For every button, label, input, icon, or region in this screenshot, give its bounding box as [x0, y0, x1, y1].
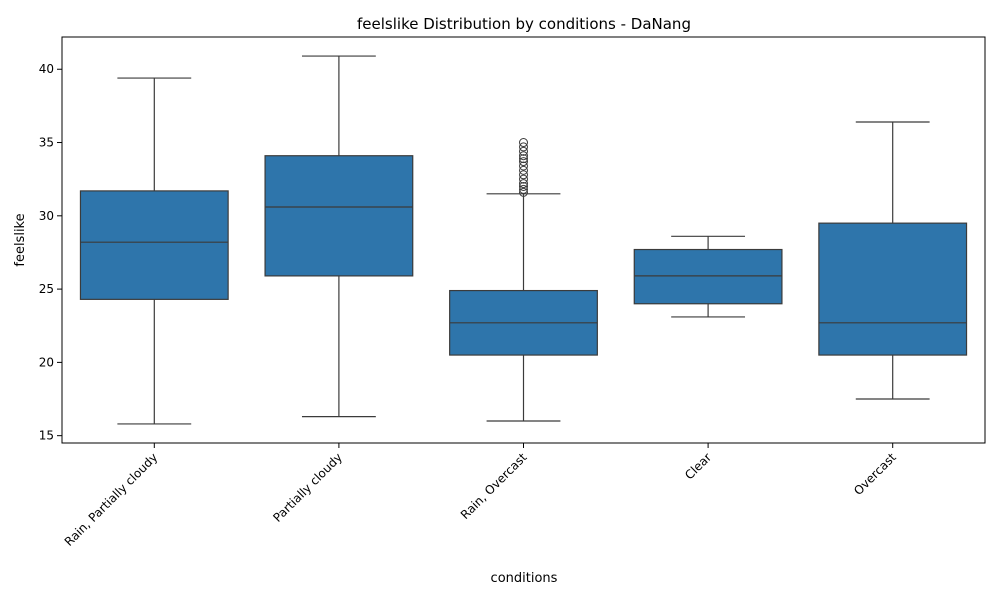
outlier-point	[519, 170, 528, 180]
outlier-point	[519, 174, 528, 184]
box-group-clear	[633, 235, 783, 318]
chart-title: feelslike Distribution by conditions - D…	[357, 15, 691, 33]
x-tick-label: Partially cloudy	[270, 450, 345, 525]
outlier-point	[519, 184, 528, 194]
outlier-point	[519, 138, 528, 148]
outlier-point	[519, 182, 528, 192]
outlier-point	[519, 142, 528, 152]
x-axis: Rain, Partially cloudy Partially cloudy Ra…	[62, 443, 899, 549]
y-tick-label: 25	[39, 282, 54, 296]
x-axis-label: conditions	[491, 571, 558, 586]
outlier-point	[519, 157, 528, 167]
outlier-point	[519, 187, 528, 197]
y-tick-label: 35	[39, 136, 54, 150]
y-axis: 15 20 25 30 35 40	[39, 62, 62, 443]
y-axis-label: feelslike	[13, 213, 28, 266]
iqr-box	[818, 222, 968, 356]
x-tick-label: Rain, Partially cloudy	[62, 450, 161, 549]
iqr-box	[264, 155, 414, 277]
outlier-point	[519, 161, 528, 171]
y-tick-label: 20	[39, 355, 54, 369]
iqr-box	[79, 190, 229, 300]
y-tick-label: 40	[39, 62, 54, 76]
y-tick-label: 15	[39, 429, 54, 443]
box-group-partially-cloudy	[264, 55, 414, 418]
boxes-layer	[79, 55, 968, 425]
outlier-point	[519, 146, 528, 156]
y-tick-label: 30	[39, 209, 54, 223]
outlier-point	[519, 151, 528, 161]
x-tick-label: Rain, Overcast	[458, 450, 530, 522]
x-tick-label: Overcast	[851, 450, 899, 498]
outlier-point	[519, 154, 528, 164]
iqr-box	[633, 248, 783, 305]
outlier-point	[519, 165, 528, 175]
x-tick-label: Clear	[682, 450, 714, 482]
box-group-rain-overcast	[449, 138, 598, 422]
outlier-point	[519, 179, 528, 189]
box-group-rain-partially-cloudy	[79, 77, 229, 425]
box-group-overcast	[818, 121, 968, 400]
